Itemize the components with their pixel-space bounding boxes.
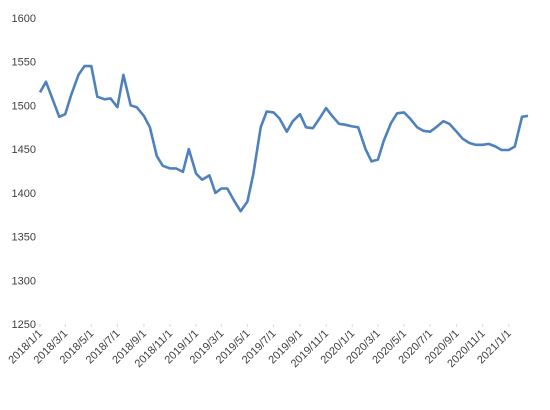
y-tick-label: 1600 [12, 13, 36, 25]
y-tick-label: 1300 [12, 275, 36, 287]
y-tick-label: 1550 [12, 57, 36, 69]
y-tick-label: 1500 [12, 100, 36, 112]
y-tick-label: 1250 [12, 319, 36, 331]
y-tick-label: 1400 [12, 188, 36, 200]
line-series [38, 64, 529, 213]
y-tick-label: 1350 [12, 232, 36, 244]
y-tick-label: 1450 [12, 144, 36, 156]
